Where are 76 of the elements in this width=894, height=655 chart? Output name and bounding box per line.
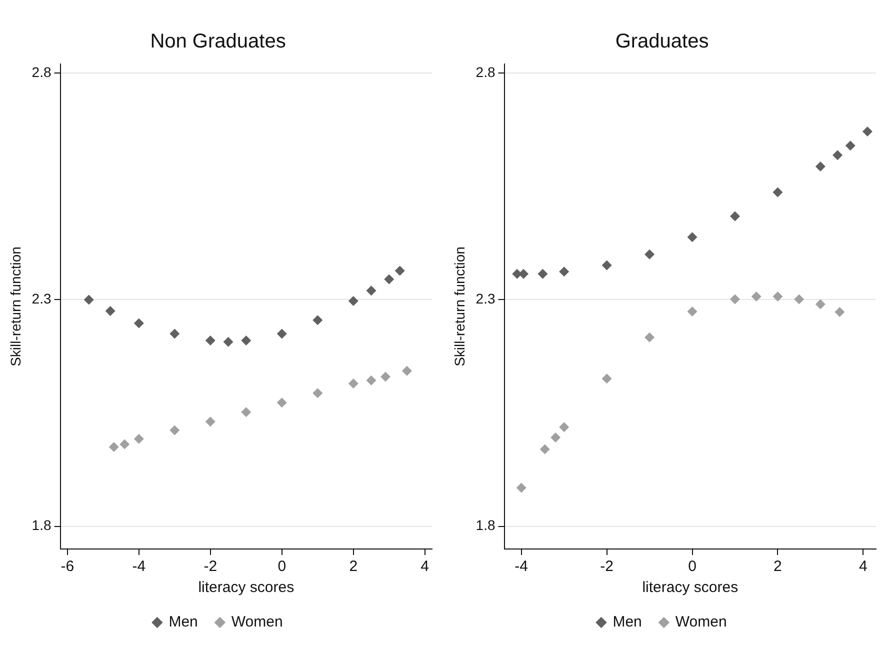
point — [348, 378, 358, 389]
point — [134, 318, 144, 328]
legend-label: Men — [612, 614, 642, 631]
point — [241, 335, 252, 346]
point — [538, 268, 548, 279]
point — [402, 366, 412, 376]
chart-title: Graduates — [615, 30, 709, 53]
point — [862, 126, 872, 137]
y-axis-title: Skill-return function — [451, 246, 468, 366]
legend-label: Men — [168, 614, 198, 631]
y-tick-label: 2.3 — [32, 290, 52, 307]
point — [105, 306, 116, 316]
y-axis-title: Skill-return function — [7, 246, 24, 366]
point — [550, 432, 561, 442]
point — [559, 266, 570, 277]
point — [772, 187, 783, 198]
point — [134, 434, 144, 444]
x-tick-label: -2 — [600, 558, 614, 576]
x-tick-label: 2 — [774, 558, 782, 576]
point — [312, 388, 323, 398]
point — [751, 292, 762, 302]
x-tick-label: -2 — [204, 558, 218, 576]
point — [845, 140, 856, 151]
point — [366, 286, 376, 296]
point — [730, 211, 740, 222]
point — [516, 482, 526, 493]
point — [559, 422, 570, 432]
point — [223, 336, 234, 347]
point — [312, 315, 323, 326]
legend-label: Women — [231, 614, 283, 631]
point — [170, 328, 180, 339]
point — [834, 306, 845, 317]
legend-label: Women — [675, 614, 727, 631]
point — [772, 292, 783, 302]
point — [241, 407, 252, 418]
y-tick-label: 2.3 — [476, 290, 496, 307]
point — [815, 161, 826, 172]
x-tick-label: 4 — [420, 558, 430, 576]
point — [108, 442, 119, 452]
point — [644, 249, 655, 260]
point — [687, 306, 698, 316]
x-axis-title: literacy scores — [198, 579, 294, 596]
x-tick-label: 4 — [859, 558, 868, 576]
point — [276, 398, 287, 408]
y-tick-label: 2.8 — [32, 64, 52, 80]
point — [170, 425, 180, 436]
point — [815, 299, 826, 310]
point — [832, 150, 843, 160]
point — [794, 294, 804, 304]
point — [380, 372, 391, 382]
point — [602, 374, 612, 384]
y-tick-label: 1.8 — [476, 517, 496, 534]
y-tick-label: 1.8 — [32, 517, 52, 534]
point — [348, 296, 358, 306]
point — [394, 266, 405, 276]
x-axis-title: literacy scores — [642, 579, 738, 596]
x-tick-label: -6 — [60, 558, 74, 576]
point — [644, 332, 655, 342]
point — [205, 335, 216, 346]
x-tick-label: 0 — [688, 558, 696, 576]
point — [384, 274, 394, 284]
point — [540, 444, 550, 454]
x-tick-label: 2 — [349, 558, 358, 576]
point — [276, 328, 287, 339]
y-tick-label: 2.8 — [476, 64, 496, 80]
point — [84, 294, 94, 305]
x-tick-label: 0 — [278, 558, 286, 576]
x-tick-label: -4 — [514, 558, 528, 576]
x-tick-label: -4 — [132, 558, 146, 576]
point — [205, 416, 216, 427]
chart-title: Non Graduates — [150, 30, 286, 53]
point — [120, 439, 130, 450]
point — [730, 294, 740, 304]
point — [687, 232, 698, 242]
point — [602, 260, 612, 270]
point — [366, 375, 376, 386]
